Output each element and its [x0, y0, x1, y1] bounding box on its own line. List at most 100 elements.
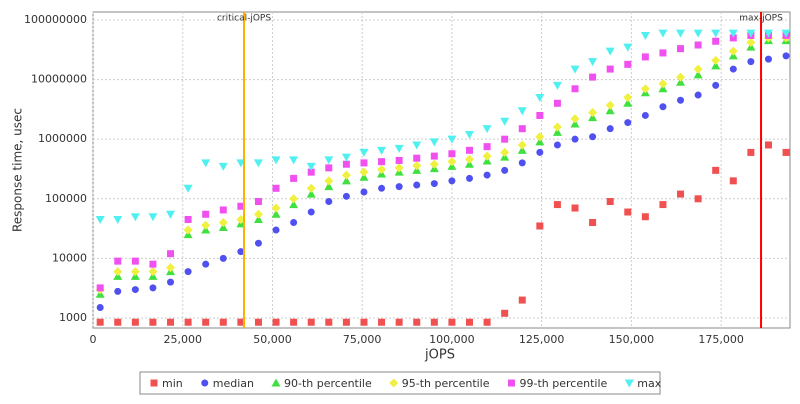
point — [589, 219, 597, 227]
point — [359, 148, 369, 157]
point — [535, 137, 545, 146]
point — [201, 220, 211, 230]
point — [729, 65, 737, 73]
point — [518, 296, 526, 304]
point — [501, 166, 509, 174]
point — [413, 181, 421, 189]
point — [570, 119, 580, 128]
point — [694, 41, 702, 49]
point — [658, 84, 668, 93]
point — [148, 213, 158, 222]
point — [447, 135, 457, 144]
x-tick-label: 25,000 — [163, 333, 202, 346]
point — [324, 156, 334, 165]
point — [746, 29, 756, 38]
point — [517, 107, 527, 116]
point — [624, 208, 632, 216]
point — [448, 318, 456, 326]
point — [658, 79, 668, 89]
point — [183, 225, 193, 235]
point — [341, 170, 351, 180]
point — [483, 318, 491, 326]
marker-label: critical-jOPS — [217, 14, 271, 24]
point — [114, 257, 122, 265]
point — [324, 176, 334, 186]
point — [202, 210, 210, 218]
y-tick-label: 1000000 — [38, 132, 87, 145]
point — [465, 318, 473, 326]
point — [535, 94, 545, 103]
point — [712, 81, 720, 89]
point — [552, 122, 562, 132]
point — [342, 318, 350, 326]
point — [676, 77, 686, 86]
legend-marker — [150, 379, 158, 387]
point — [552, 81, 562, 90]
point — [290, 318, 298, 326]
point — [465, 174, 473, 182]
point — [149, 260, 157, 268]
point — [306, 162, 316, 171]
point — [429, 159, 439, 169]
point — [253, 159, 263, 168]
point — [746, 37, 756, 47]
marker-label: max-jOPS — [739, 14, 783, 24]
point — [500, 147, 510, 157]
legend-marker — [271, 378, 281, 387]
point — [641, 111, 649, 119]
point — [325, 318, 333, 326]
point — [571, 204, 579, 212]
legend-label: 95-th percentile — [402, 377, 490, 390]
point — [430, 180, 438, 188]
point — [500, 117, 510, 126]
point — [324, 182, 334, 191]
point — [482, 151, 492, 161]
point — [624, 60, 632, 68]
point — [307, 318, 315, 326]
point — [271, 156, 281, 165]
point — [237, 248, 245, 256]
point — [640, 31, 650, 40]
point — [184, 318, 192, 326]
point — [96, 304, 104, 312]
point — [395, 156, 403, 164]
point — [711, 61, 721, 70]
point — [167, 250, 175, 258]
point — [447, 157, 457, 167]
point — [254, 239, 262, 247]
point — [659, 103, 667, 111]
point — [606, 65, 614, 73]
point — [114, 318, 122, 326]
point — [605, 106, 615, 115]
point — [694, 91, 702, 99]
point — [237, 318, 245, 326]
point — [149, 318, 157, 326]
point — [430, 318, 438, 326]
point — [395, 318, 403, 326]
point — [782, 148, 790, 156]
point — [677, 96, 685, 104]
point — [271, 209, 281, 218]
legend-label: 90-th percentile — [284, 377, 372, 390]
point — [237, 202, 245, 210]
point — [219, 318, 227, 326]
point — [570, 65, 580, 74]
legend — [139, 371, 661, 395]
point — [253, 214, 263, 223]
point — [219, 206, 227, 214]
point — [763, 29, 773, 38]
plot-area — [92, 11, 791, 329]
point — [448, 150, 456, 158]
legend-label: median — [213, 377, 254, 390]
point — [113, 267, 123, 277]
point — [677, 190, 685, 198]
point — [571, 135, 579, 143]
point — [95, 215, 105, 224]
point — [553, 201, 561, 209]
point — [271, 203, 281, 213]
point — [289, 194, 299, 204]
point — [342, 160, 350, 168]
point — [167, 278, 175, 286]
point — [325, 164, 333, 172]
